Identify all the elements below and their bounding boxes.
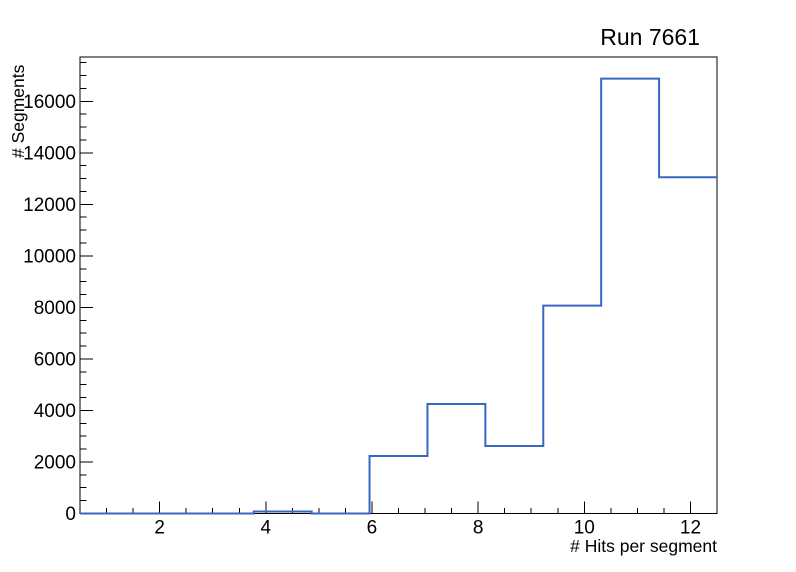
y-tick-label: 6000 bbox=[34, 349, 76, 370]
x-tick-label: 12 bbox=[680, 518, 701, 539]
x-axis-title: # Hits per segment bbox=[570, 536, 717, 556]
chart-title: Run 7661 bbox=[600, 24, 700, 50]
y-axis-title: # Segments bbox=[8, 64, 28, 158]
plot-frame bbox=[79, 56, 718, 514]
y-tick-label: 12000 bbox=[23, 195, 76, 216]
y-tick-label: 16000 bbox=[23, 92, 76, 113]
x-tick-label: 6 bbox=[367, 518, 378, 539]
x-tick-label: 8 bbox=[473, 518, 484, 539]
y-tick-label: 0 bbox=[65, 504, 76, 525]
y-tick-label: 2000 bbox=[34, 452, 76, 473]
y-tick-label: 14000 bbox=[23, 143, 76, 164]
y-tick-label: 10000 bbox=[23, 246, 76, 267]
y-tick-label: 8000 bbox=[34, 298, 76, 319]
histogram-step-line bbox=[80, 77, 717, 515]
y-tick-label: 4000 bbox=[34, 401, 76, 422]
axis-ticks bbox=[80, 62, 691, 514]
x-tick-label: 4 bbox=[261, 518, 272, 539]
x-tick-label: 10 bbox=[574, 518, 595, 539]
x-tick-label: 2 bbox=[154, 518, 165, 539]
axis-tick-labels: 2 4 6 8 10 12 0 2000 4000 6000 8000 10000 12000 14000… bbox=[23, 92, 701, 539]
